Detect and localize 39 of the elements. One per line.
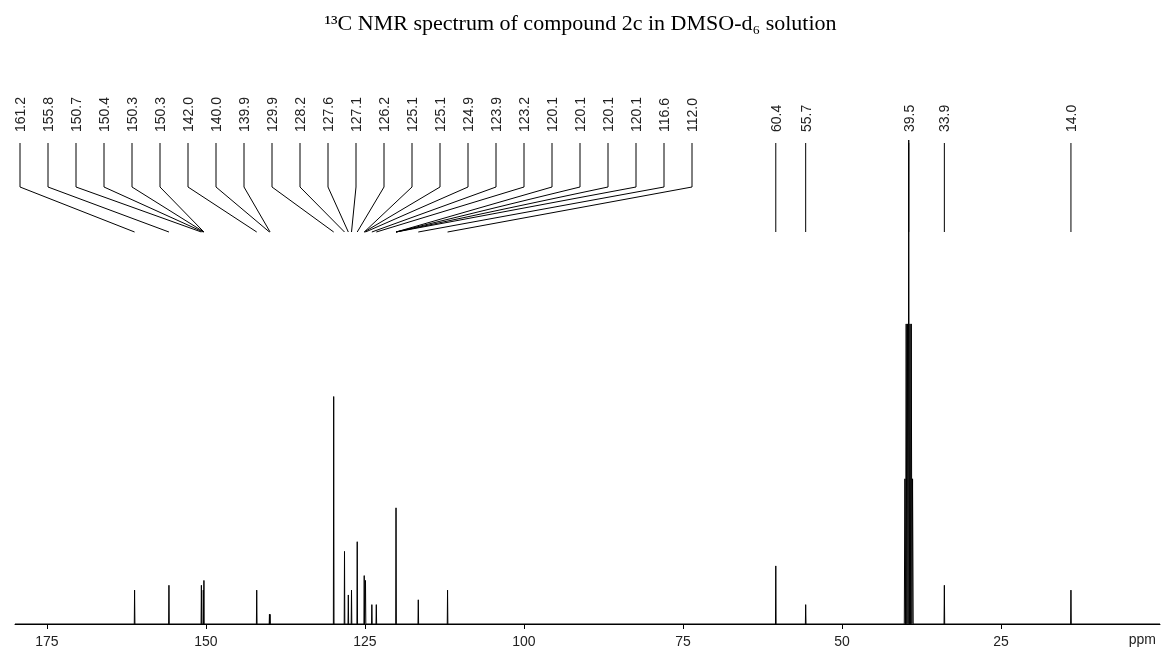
annotation: 142.0 [180,96,196,132]
annotation: 120.1 [628,96,644,132]
annotation: 140.0 [208,96,224,132]
annotation: 129.9 [264,96,280,132]
annotation: 161.2 [12,96,28,132]
annotation: 150.3 [152,96,168,132]
annotation: 150.3 [124,96,140,132]
annotation: 123.9 [488,96,504,132]
annotation: 126.2 [376,96,392,132]
annotation: 127.6 [320,96,336,132]
x-tick-label: 75 [675,633,691,649]
x-axis-title: ppm [1128,631,1156,647]
annotation: 60.4 [767,104,784,132]
annotation: 116.6 [656,97,672,132]
x-tick-label: 100 [512,633,536,649]
x-tick-label: 125 [353,633,377,649]
annotation: 123.2 [516,96,532,132]
x-tick-label: 150 [194,633,218,649]
annotation: 33.9 [936,104,953,132]
annotation: 139.9 [236,96,252,132]
annotation: 125.1 [432,96,448,132]
annotation: 150.4 [96,96,112,132]
annotation: 155.8 [40,96,56,132]
annotation: 55.7 [797,104,814,132]
annotation: 150.7 [68,96,84,132]
annotation: 120.1 [572,96,588,132]
x-tick-label: 50 [834,633,850,649]
annotation: 120.1 [600,96,616,132]
annotation: 14.0 [1062,104,1079,132]
x-tick-label: 25 [993,633,1009,649]
annotation: 124.9 [460,96,476,132]
x-tick-label: 175 [35,633,59,649]
chart-title: ¹³C NMR spectrum of compound 2c in DMSO-d₆ solution [324,9,837,35]
annotation: 112.0 [684,97,700,132]
annotation: 125.1 [404,96,420,132]
annotation: 39.5 [900,104,917,132]
annotation: 127.1 [348,96,364,132]
annotation: 128.2 [292,96,308,132]
annotation: 120.1 [544,96,560,132]
